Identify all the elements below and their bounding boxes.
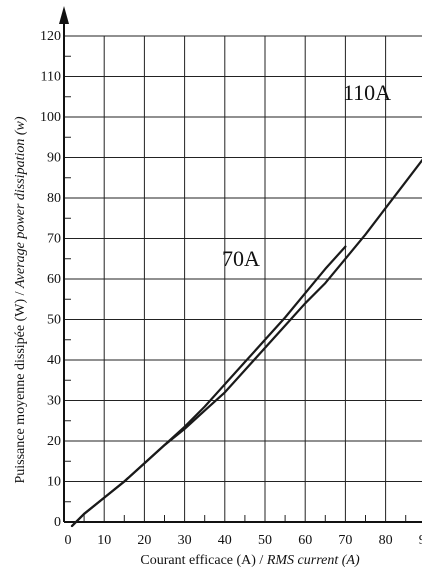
x-tick-label: 50	[258, 533, 272, 548]
x-tick-label: 0	[65, 533, 72, 548]
y-axis-title: Puissance moyenne dissipée (W) / Average…	[13, 116, 28, 483]
y-tick-label: 80	[47, 191, 61, 206]
y-axis-title-italic: Average power dissipation (w)	[13, 116, 28, 289]
x-tick-label: 60	[298, 533, 312, 548]
y-tick-label: 70	[47, 232, 61, 247]
x-tick-label: 80	[379, 533, 393, 548]
series-label-70a: 70A	[222, 246, 260, 271]
y-tick-label: 90	[47, 151, 61, 166]
x-tick-label: 40	[218, 533, 232, 548]
y-tick-label: 100	[40, 110, 61, 125]
x-axis-title-plain: Courant efficace (A) /	[140, 553, 266, 568]
y-tick-label: 10	[47, 475, 61, 490]
x-tick-label: 20	[137, 533, 151, 548]
y-tick-label: 0	[54, 515, 61, 530]
x-axis-title-italic: RMS current (A)	[266, 553, 360, 568]
series-line-110a	[70, 158, 422, 528]
tick-labels: 0 10 20 30 40 50 60 70 80 90 100 110 120 0 10 20 30 40 50 6…	[40, 29, 422, 548]
series-labels: 70A 110A	[222, 80, 391, 271]
x-tick-label: 30	[178, 533, 192, 548]
series-line-70a	[70, 245, 347, 528]
x-axis-title: Courant efficace (A) / RMS current (A)	[140, 553, 360, 568]
x-tick-label: 70	[338, 533, 352, 548]
x-tick-label: 10	[97, 533, 111, 548]
y-tick-label: 60	[47, 272, 61, 287]
y-axis-arrow	[59, 6, 69, 24]
series-lines	[70, 158, 422, 528]
series-label-110a: 110A	[343, 80, 391, 105]
y-tick-label: 30	[47, 394, 61, 409]
y-tick-label: 110	[41, 70, 61, 85]
grid	[64, 35, 422, 523]
y-axis-title-plain: Puissance moyenne dissipée (W) /	[13, 288, 28, 484]
y-tick-label: 50	[47, 313, 61, 328]
y-tick-label: 20	[47, 434, 61, 449]
y-tick-label: 40	[47, 353, 61, 368]
axes	[59, 6, 422, 523]
x-tick-label: 90	[419, 533, 422, 548]
y-tick-label: 120	[40, 29, 61, 44]
